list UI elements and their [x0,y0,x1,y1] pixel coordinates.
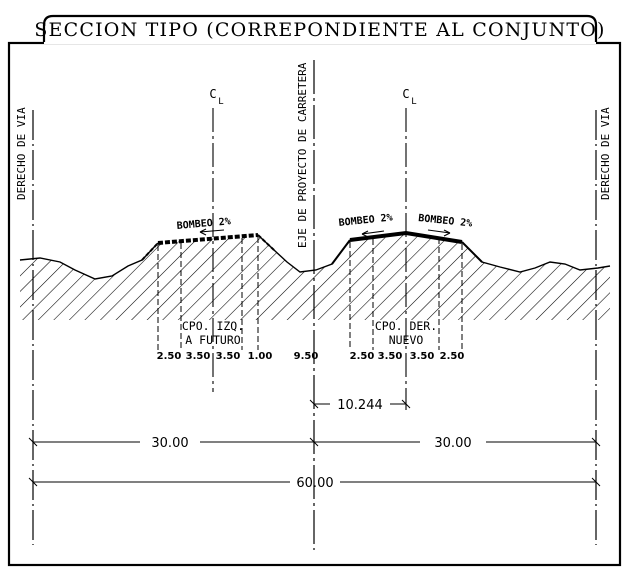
pavement-left-future [157,233,259,245]
project-axis-label: EJE DE PROYECTO DE CARRETERA [296,62,309,248]
centerline-left-symbol-sub: L [218,97,223,107]
bombeo-left-label: BOMBEO 2% [176,216,231,232]
bombeo-right-a-label: BOMBEO 2% [338,212,393,229]
centerline-right-symbol: C [402,87,409,101]
half-dimension-lines [28,437,601,447]
title-tab: SECCION TIPO (CORREPONDIENTE AL CONJUNTO… [34,14,605,44]
width-right-2: 3.50 [378,351,403,362]
bombeo-left-arrow [199,228,225,236]
bombeo-right-b-label: BOMBEO 2% [418,213,473,230]
body-left-line1: CPO. IZQ. [182,319,244,333]
total-value: 60.00 [296,476,333,491]
width-left-3: 3.50 [216,351,241,362]
width-left-4: 1.00 [248,351,273,362]
width-left-2: 3.50 [186,351,211,362]
half-left-value: 30.00 [151,436,188,451]
centerline-right-symbol-sub: L [411,97,416,107]
body-right-line1: CPO. DER. [375,319,437,333]
offset-dimension [309,399,411,409]
width-right-3: 3.50 [410,351,435,362]
extension-lines-right [349,238,463,350]
half-right-value: 30.00 [434,436,471,451]
width-right-1: 2.50 [350,351,375,362]
width-median: 9.50 [294,351,319,362]
total-dimension-lines [28,477,601,487]
slope-right-new [331,239,483,265]
bombeo-right-b-arrow [427,229,451,237]
section-title: SECCION TIPO (CORREPONDIENTE AL CONJUNTO… [34,19,605,41]
row-label-right: DERECHO DE VIA [599,107,612,200]
body-left-line2: A FUTURO [185,333,240,347]
centerline-left-symbol: C [209,87,216,101]
body-right-line2: NUEVO [389,333,424,347]
slope-left-future [141,234,275,261]
offset-value: 10.244 [337,398,383,413]
row-label-left: DERECHO DE VIA [15,107,28,200]
width-left-1: 2.50 [157,351,182,362]
extension-lines-left [157,237,259,350]
width-right-4: 2.50 [440,351,465,362]
bombeo-right-a-arrow [361,230,385,238]
